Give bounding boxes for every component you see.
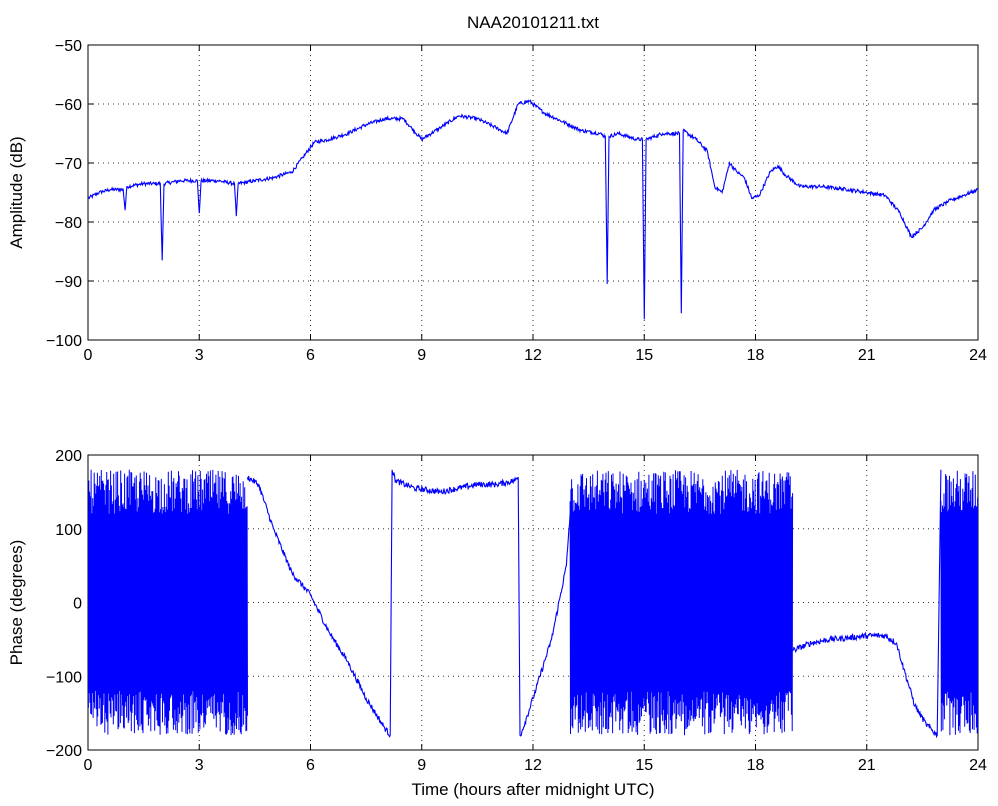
x-tick-label: 0 <box>84 757 93 774</box>
phase-plot: 0 3 6 9 12 15 18 21 24 200 100 0 −100 −200 Time (hours… <box>7 448 987 799</box>
x-tick-label: 3 <box>195 347 204 364</box>
x-tick-label: 24 <box>969 347 987 364</box>
x-tick-label: 12 <box>524 347 542 364</box>
y-tick-label: 100 <box>55 522 82 539</box>
x-tick-label: 18 <box>747 757 765 774</box>
x-tick-label: 18 <box>747 347 765 364</box>
y-tick-label: 0 <box>73 596 82 613</box>
y-tick-label: −200 <box>46 743 82 760</box>
x-axis-label: Time (hours after midnight UTC) <box>411 780 654 799</box>
y-axis-label: Phase (degrees) <box>7 540 26 666</box>
amplitude-plot: 0 3 6 9 12 15 18 21 24 −50 −60 −70 −80 −90 −100 NAA2010… <box>7 13 987 364</box>
y-tick-label: −100 <box>46 669 82 686</box>
y-tick-label: −100 <box>46 333 82 350</box>
series-line <box>792 469 942 739</box>
y-tick-label: −60 <box>55 97 82 114</box>
x-tick-label: 21 <box>858 347 876 364</box>
x-tick-label: 21 <box>858 757 876 774</box>
y-axis-label: Amplitude (dB) <box>7 136 26 248</box>
data-area <box>88 469 978 739</box>
y-tick-label: −90 <box>55 274 82 291</box>
x-tick-label: 9 <box>417 347 426 364</box>
x-tick-label: 6 <box>306 757 315 774</box>
chart-title: NAA20101211.txt <box>467 13 599 32</box>
x-tick-label: 15 <box>635 757 653 774</box>
x-tick-label: 15 <box>635 347 653 364</box>
x-tick-label: 12 <box>524 757 542 774</box>
dense-phase-region <box>569 469 794 736</box>
x-tick-label: 24 <box>969 757 987 774</box>
y-tick-label: −80 <box>55 215 82 232</box>
dense-phase-region <box>940 470 978 736</box>
x-tick-label: 6 <box>306 347 315 364</box>
x-tick-label: 0 <box>84 347 93 364</box>
x-tick-label: 3 <box>195 757 204 774</box>
series-line <box>88 99 978 320</box>
x-tick-label: 9 <box>417 757 426 774</box>
y-tick-label: −50 <box>55 38 82 55</box>
series-line <box>246 469 571 738</box>
y-tick-label: −70 <box>55 156 82 173</box>
y-tick-label: 200 <box>55 448 82 465</box>
data-area <box>88 99 978 320</box>
dense-phase-region <box>88 469 248 736</box>
